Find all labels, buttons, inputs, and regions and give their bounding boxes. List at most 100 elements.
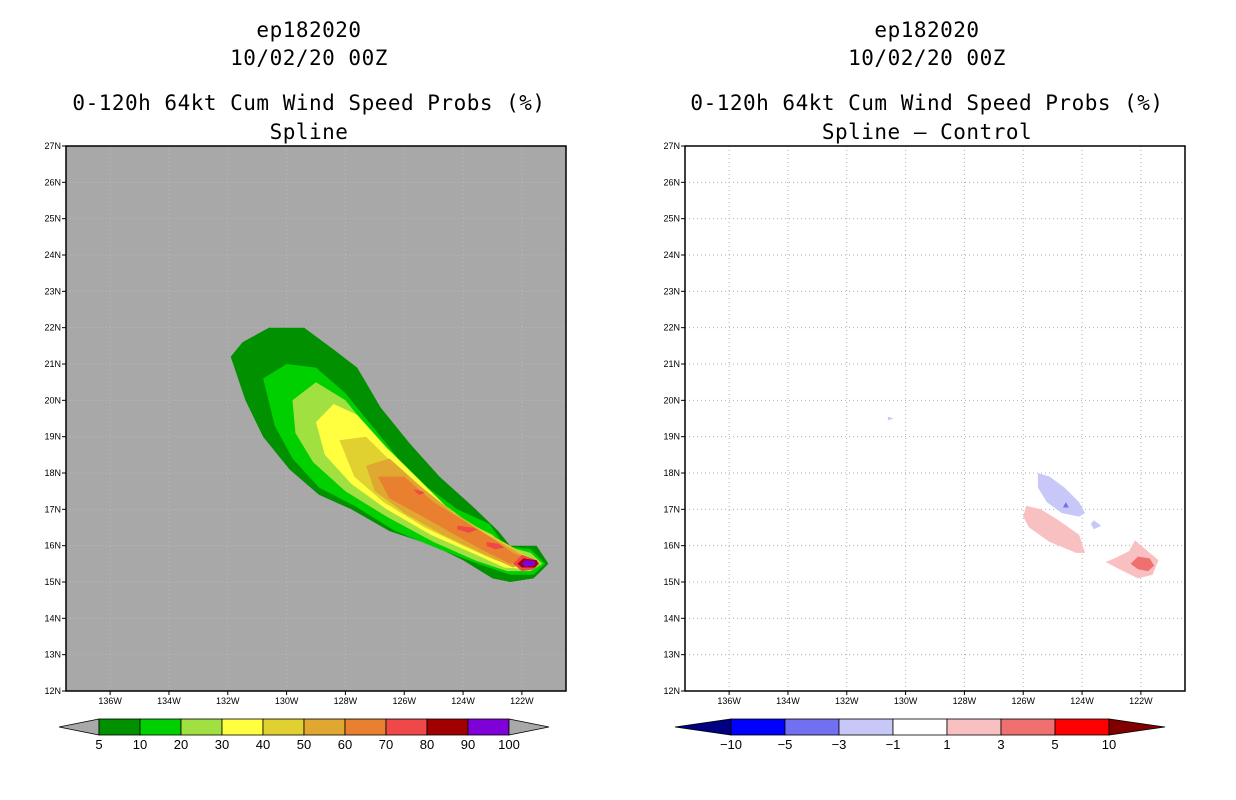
y-tick-label: 25N bbox=[44, 214, 61, 224]
contour-level-70 bbox=[486, 542, 505, 550]
x-tick-label: 134W bbox=[157, 696, 181, 706]
colorbar-segment bbox=[344, 718, 387, 736]
y-tick-label: 20N bbox=[44, 395, 61, 405]
colorbar-label: 10 bbox=[1102, 737, 1116, 752]
datetime-title: 10/02/20 00Z bbox=[848, 46, 1006, 70]
storm-id-title: ep182020 bbox=[256, 18, 362, 42]
colorbar-segment bbox=[98, 718, 141, 736]
y-tick-label: 12N bbox=[663, 686, 680, 696]
colorbar-label: 90 bbox=[461, 737, 475, 752]
x-tick-label: 126W bbox=[392, 696, 416, 706]
y-tick-label: 18N bbox=[44, 468, 61, 478]
colorbar-label: 100 bbox=[498, 737, 520, 752]
datetime-title: 10/02/20 00Z bbox=[230, 46, 388, 70]
colorbar-label: 20 bbox=[174, 737, 188, 752]
x-tick-label: 124W bbox=[1070, 696, 1094, 706]
axis-ticks: 12N 13N 14N 15N 16N 17N 18N 19N 20N 21N 22N 23N 24N 2… bbox=[44, 141, 534, 706]
contour-fills bbox=[887, 416, 1159, 579]
y-tick-label: 24N bbox=[663, 250, 680, 260]
colorbar-segment bbox=[838, 718, 894, 736]
colorbar-label: 10 bbox=[133, 737, 147, 752]
x-tick-label: 122W bbox=[510, 696, 534, 706]
colorbar-segment bbox=[139, 718, 182, 736]
colorbar-label: 5 bbox=[1051, 737, 1058, 752]
colorbar-label: 5 bbox=[95, 737, 102, 752]
y-tick-label: 14N bbox=[44, 613, 61, 623]
y-tick-label: 12N bbox=[44, 686, 61, 696]
colorbar-segment bbox=[892, 718, 948, 736]
contour-level-70 bbox=[457, 525, 478, 533]
colorbar: 5 10 20 30 40 50 60 70 80 90 100 bbox=[58, 718, 550, 752]
storm-id-title: ep182020 bbox=[874, 18, 980, 42]
contour-level-70 bbox=[413, 489, 425, 495]
colorbar-high-arrow bbox=[1108, 718, 1166, 736]
x-tick-label: 128W bbox=[953, 696, 977, 706]
y-tick-label: 18N bbox=[663, 468, 680, 478]
contour-level--3 bbox=[1062, 502, 1069, 508]
y-tick-label: 26N bbox=[44, 177, 61, 187]
colorbar-segment bbox=[467, 718, 510, 736]
y-tick-label: 13N bbox=[663, 650, 680, 660]
plot-background bbox=[685, 146, 1185, 691]
x-tick-label: 126W bbox=[1011, 696, 1035, 706]
chart-title: 0-120h 64kt Cum Wind Speed Probs (%) bbox=[690, 91, 1164, 115]
y-tick-label: 17N bbox=[44, 504, 61, 514]
axis-ticks: 12N 13N 14N 15N 16N 17N 18N 19N 20N 21N 22N 23N 24N 2… bbox=[663, 141, 1153, 706]
colorbar-segment bbox=[1054, 718, 1110, 736]
x-tick-label: 132W bbox=[835, 696, 859, 706]
y-tick-label: 23N bbox=[663, 286, 680, 296]
y-tick-label: 23N bbox=[44, 286, 61, 296]
contour-level-60 bbox=[377, 476, 531, 564]
probability-map: 12N 13N 14N 15N 16N 17N 18N 19N 20N 21N 22N 23N 24N 2… bbox=[44, 141, 567, 752]
colorbar-low-arrow bbox=[674, 718, 732, 736]
x-tick-label: 130W bbox=[275, 696, 299, 706]
colorbar-label: −5 bbox=[778, 737, 793, 752]
y-tick-label: 20N bbox=[663, 395, 680, 405]
x-tick-label: 136W bbox=[98, 696, 122, 706]
right-chart-panel: ep182020 10/02/20 00Z 0-120h 64kt Cum Wi… bbox=[618, 0, 1236, 800]
colorbar-segment bbox=[180, 718, 223, 736]
colorbar-label: 60 bbox=[338, 737, 352, 752]
y-tick-label: 21N bbox=[663, 359, 680, 369]
colorbar-label: −3 bbox=[832, 737, 847, 752]
x-tick-label: 130W bbox=[894, 696, 918, 706]
colorbar-label: −1 bbox=[886, 737, 901, 752]
colorbar-label: 1 bbox=[943, 737, 950, 752]
y-tick-label: 19N bbox=[44, 432, 61, 442]
x-tick-label: 124W bbox=[451, 696, 475, 706]
contour-level-90 bbox=[521, 560, 536, 567]
chart-title: 0-120h 64kt Cum Wind Speed Probs (%) bbox=[72, 91, 546, 115]
colorbar-label: 40 bbox=[256, 737, 270, 752]
chart-subtitle: Spline bbox=[269, 120, 349, 144]
y-tick-label: 21N bbox=[44, 359, 61, 369]
chart-subtitle: Spline – Control bbox=[821, 120, 1033, 144]
colorbar: −10 −5 −3 −1 1 3 5 10 bbox=[674, 718, 1166, 752]
colorbar-low-arrow bbox=[58, 718, 100, 736]
colorbar-high-arrow bbox=[508, 718, 550, 736]
contour-level--1 bbox=[1090, 520, 1102, 530]
y-tick-label: 16N bbox=[663, 541, 680, 551]
colorbar-segment bbox=[385, 718, 428, 736]
plot-frame bbox=[65, 145, 567, 692]
colorbar-label: 80 bbox=[420, 737, 434, 752]
left-chart-panel: ep182020 10/02/20 00Z 0-120h 64kt Cum Wi… bbox=[44, 18, 567, 752]
x-tick-label: 136W bbox=[717, 696, 741, 706]
y-tick-label: 25N bbox=[663, 214, 680, 224]
contour-level--1 bbox=[1037, 473, 1085, 517]
y-tick-label: 24N bbox=[44, 250, 61, 260]
y-tick-label: 26N bbox=[663, 177, 680, 187]
colorbar-segment bbox=[784, 718, 840, 736]
colorbar-label: 70 bbox=[379, 737, 393, 752]
contour-fills bbox=[230, 327, 549, 582]
y-tick-label: 19N bbox=[663, 432, 680, 442]
colorbar-label: 3 bbox=[997, 737, 1004, 752]
y-tick-label: 22N bbox=[44, 323, 61, 333]
contour-level-1 bbox=[1023, 505, 1085, 553]
colorbar-label: −10 bbox=[720, 737, 742, 752]
contour-level--1 bbox=[887, 416, 894, 421]
x-tick-label: 132W bbox=[216, 696, 240, 706]
contour-level-3 bbox=[1130, 556, 1155, 572]
y-tick-label: 16N bbox=[44, 541, 61, 551]
x-tick-label: 122W bbox=[1129, 696, 1153, 706]
colorbar-label: 50 bbox=[297, 737, 311, 752]
